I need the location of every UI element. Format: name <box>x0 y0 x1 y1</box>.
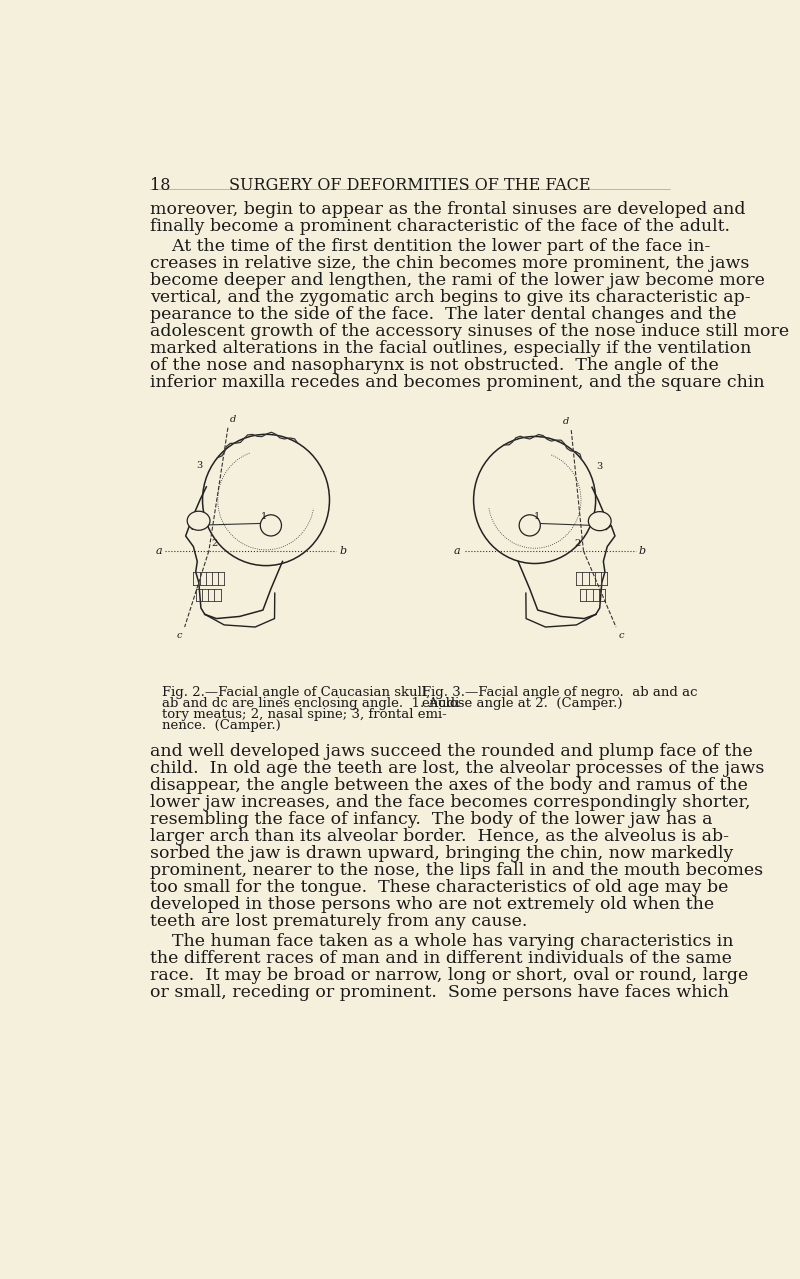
Ellipse shape <box>474 436 596 564</box>
Text: developed in those persons who are not extremely old when the: developed in those persons who are not e… <box>150 895 714 913</box>
Text: The human face taken as a whole has varying characteristics in: The human face taken as a whole has vary… <box>150 932 734 950</box>
Text: become deeper and lengthen, the rami of the lower jaw become more: become deeper and lengthen, the rami of … <box>150 272 766 289</box>
Text: lower jaw increases, and the face becomes correspondingly shorter,: lower jaw increases, and the face become… <box>150 794 751 811</box>
Text: sorbed the jaw is drawn upward, bringing the chin, now markedly: sorbed the jaw is drawn upward, bringing… <box>150 845 734 862</box>
Text: disappear, the angle between the axes of the body and ramus of the: disappear, the angle between the axes of… <box>150 778 748 794</box>
Text: larger arch than its alveolar border.  Hence, as the alveolus is ab-: larger arch than its alveolar border. He… <box>150 828 730 845</box>
Text: SURGERY OF DEFORMITIES OF THE FACE: SURGERY OF DEFORMITIES OF THE FACE <box>230 177 590 193</box>
Text: resembling the face of infancy.  The body of the lower jaw has a: resembling the face of infancy. The body… <box>150 811 713 828</box>
Text: d: d <box>230 414 237 423</box>
Text: or small, receding or prominent.  Some persons have faces which: or small, receding or prominent. Some pe… <box>150 984 730 1000</box>
Text: b: b <box>638 546 646 556</box>
Text: marked alterations in the facial outlines, especially if the ventilation: marked alterations in the facial outline… <box>150 340 752 357</box>
Text: nence.  (Camper.): nence. (Camper.) <box>162 719 281 732</box>
Text: ab and dc are lines enclosing angle.  1. Audi-: ab and dc are lines enclosing angle. 1. … <box>162 697 464 710</box>
Text: prominent, nearer to the nose, the lips fall in and the mouth becomes: prominent, nearer to the nose, the lips … <box>150 862 763 879</box>
Text: Fig. 2.—Facial angle of Caucasian skull,: Fig. 2.—Facial angle of Caucasian skull, <box>162 687 430 700</box>
Ellipse shape <box>260 515 282 536</box>
Text: c: c <box>177 631 182 640</box>
Ellipse shape <box>519 515 540 536</box>
Text: 2: 2 <box>211 540 218 549</box>
Text: creases in relative size, the chin becomes more prominent, the jaws: creases in relative size, the chin becom… <box>150 255 750 272</box>
Text: Fig. 3.—Facial angle of negro.  ab and ac: Fig. 3.—Facial angle of negro. ab and ac <box>422 687 697 700</box>
Text: finally become a prominent characteristic of the face of the adult.: finally become a prominent characteristi… <box>150 219 730 235</box>
Text: 2: 2 <box>575 540 581 549</box>
Text: 1: 1 <box>534 512 540 521</box>
Text: vertical, and the zygomatic arch begins to give its characteristic ap-: vertical, and the zygomatic arch begins … <box>150 289 751 306</box>
Text: 18: 18 <box>150 177 171 193</box>
Text: a: a <box>453 546 460 556</box>
Text: b: b <box>339 546 346 556</box>
Text: teeth are lost prematurely from any cause.: teeth are lost prematurely from any caus… <box>150 913 528 930</box>
Text: adolescent growth of the accessory sinuses of the nose induce still more: adolescent growth of the accessory sinus… <box>150 322 790 340</box>
Text: inferior maxilla recedes and becomes prominent, and the square chin: inferior maxilla recedes and becomes pro… <box>150 373 765 390</box>
Text: 3: 3 <box>596 462 602 471</box>
Text: of the nose and nasopharynx is not obstructed.  The angle of the: of the nose and nasopharynx is not obstr… <box>150 357 719 373</box>
Text: c: c <box>618 631 624 640</box>
Text: At the time of the first dentition the lower part of the face in-: At the time of the first dentition the l… <box>150 238 710 256</box>
Text: d: d <box>562 417 569 426</box>
Text: 3: 3 <box>196 462 202 471</box>
Ellipse shape <box>588 512 611 531</box>
Text: 1: 1 <box>261 512 267 521</box>
Text: moreover, begin to appear as the frontal sinuses are developed and: moreover, begin to appear as the frontal… <box>150 201 746 219</box>
Text: too small for the tongue.  These characteristics of old age may be: too small for the tongue. These characte… <box>150 879 729 895</box>
Text: race.  It may be broad or narrow, long or short, oval or round, large: race. It may be broad or narrow, long or… <box>150 967 749 984</box>
Text: and well developed jaws succeed the rounded and plump face of the: and well developed jaws succeed the roun… <box>150 743 753 760</box>
Text: enclose angle at 2.  (Camper.): enclose angle at 2. (Camper.) <box>422 697 622 710</box>
Ellipse shape <box>187 512 210 531</box>
Text: child.  In old age the teeth are lost, the alveolar processes of the jaws: child. In old age the teeth are lost, th… <box>150 760 765 778</box>
Ellipse shape <box>202 435 330 565</box>
Text: a: a <box>155 546 162 556</box>
Text: the different races of man and in different individuals of the same: the different races of man and in differ… <box>150 950 732 967</box>
Text: pearance to the side of the face.  The later dental changes and the: pearance to the side of the face. The la… <box>150 306 737 322</box>
Text: tory meatus; 2, nasal spine; 3, frontal emi-: tory meatus; 2, nasal spine; 3, frontal … <box>162 707 446 721</box>
